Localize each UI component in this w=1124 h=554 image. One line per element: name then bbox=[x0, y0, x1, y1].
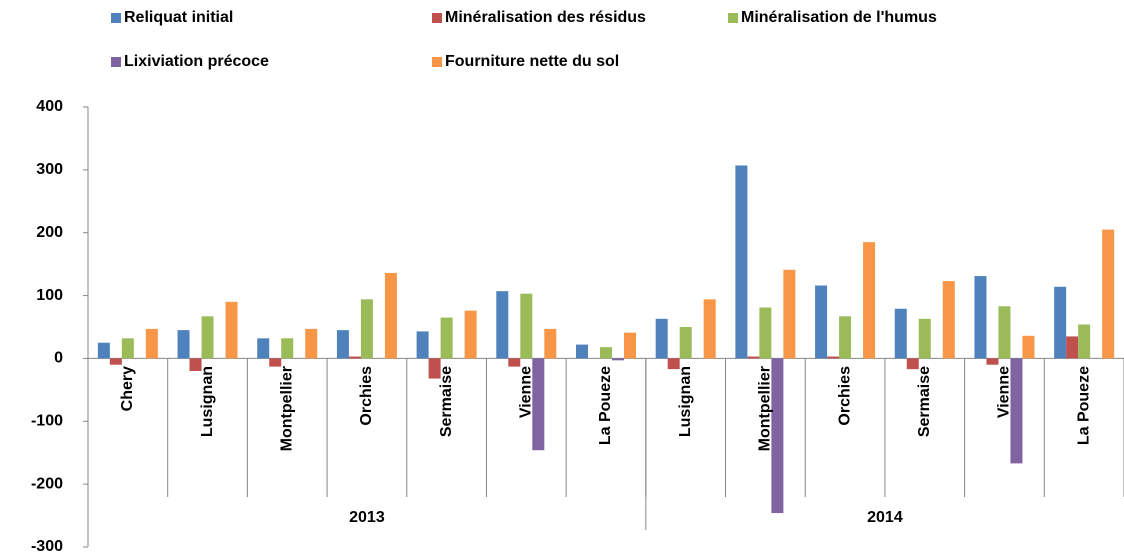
x-tick-label: Lusignan bbox=[199, 366, 216, 437]
y-tick-label: -200 bbox=[31, 475, 63, 492]
y-tick-label: 400 bbox=[36, 98, 63, 115]
x-tick-label: Orchies bbox=[836, 366, 853, 426]
bar bbox=[839, 316, 852, 359]
bar bbox=[532, 358, 545, 451]
x-tick-label: Sermaise bbox=[438, 366, 455, 437]
x-tick-label: Vienne bbox=[518, 366, 535, 418]
group-label: 2014 bbox=[867, 509, 903, 526]
legend-label: Fourniture nette du sol bbox=[445, 53, 619, 70]
bar bbox=[440, 317, 453, 359]
x-tick-label: Montpellier bbox=[278, 366, 295, 451]
bar bbox=[336, 330, 349, 359]
bar bbox=[1066, 336, 1079, 359]
bar bbox=[667, 358, 680, 370]
bar bbox=[257, 338, 270, 359]
bar bbox=[771, 358, 784, 514]
bar bbox=[496, 291, 509, 359]
y-tick-label: -100 bbox=[31, 413, 63, 430]
bar bbox=[305, 328, 318, 359]
bar bbox=[600, 347, 612, 359]
x-tick-label: Montpellier bbox=[757, 366, 774, 451]
bar bbox=[384, 272, 397, 359]
bar bbox=[189, 358, 202, 371]
bar bbox=[655, 318, 668, 359]
legend-swatch bbox=[111, 13, 121, 23]
bar bbox=[145, 328, 158, 359]
bar bbox=[759, 307, 772, 359]
group-label: 2013 bbox=[349, 509, 385, 526]
bar bbox=[576, 344, 588, 359]
bar bbox=[1102, 229, 1115, 359]
bar bbox=[679, 327, 692, 359]
bar bbox=[815, 285, 828, 359]
bar bbox=[121, 338, 134, 359]
bar bbox=[416, 331, 429, 359]
bar bbox=[1078, 324, 1091, 359]
y-tick-label: 300 bbox=[36, 161, 63, 178]
legend-swatch bbox=[728, 13, 738, 23]
y-tick-label: 200 bbox=[36, 224, 63, 241]
bar bbox=[1022, 335, 1035, 359]
x-tick-label: La Poueze bbox=[597, 366, 614, 445]
bar bbox=[544, 328, 557, 359]
bar bbox=[360, 299, 373, 359]
bar bbox=[97, 342, 110, 359]
bar bbox=[624, 332, 636, 359]
bar bbox=[827, 356, 840, 359]
bar bbox=[428, 358, 441, 379]
x-tick-label: Sermaise bbox=[916, 366, 933, 437]
x-tick-label: Vienne bbox=[996, 366, 1013, 418]
x-tick-label: Lusignan bbox=[677, 366, 694, 437]
bar bbox=[703, 299, 716, 359]
bar bbox=[986, 358, 999, 365]
bar bbox=[348, 356, 361, 359]
bar bbox=[735, 165, 748, 359]
bar bbox=[974, 276, 987, 359]
bar bbox=[998, 306, 1011, 359]
bar bbox=[906, 358, 919, 370]
legend-swatch bbox=[111, 57, 121, 67]
x-tick-label: Chery bbox=[119, 366, 136, 411]
x-tick-label: La Poueze bbox=[1075, 366, 1092, 445]
bar bbox=[201, 316, 214, 359]
legend-label: Reliquat initial bbox=[124, 9, 233, 26]
y-tick-label: -300 bbox=[31, 538, 63, 554]
bar bbox=[177, 330, 190, 359]
bar bbox=[225, 301, 238, 359]
y-tick-label: 0 bbox=[54, 350, 63, 367]
legend-label: Lixiviation précoce bbox=[124, 53, 269, 70]
legend-swatch bbox=[432, 13, 442, 23]
bar bbox=[508, 358, 521, 367]
bar bbox=[918, 318, 931, 359]
legend-label: Minéralisation des résidus bbox=[445, 9, 646, 26]
bar bbox=[612, 358, 624, 361]
bar bbox=[1054, 286, 1067, 359]
bar bbox=[863, 242, 876, 359]
bar bbox=[464, 310, 477, 359]
bar bbox=[1010, 358, 1023, 464]
bar bbox=[942, 281, 955, 359]
bar bbox=[269, 358, 282, 367]
bar bbox=[109, 358, 122, 365]
bar bbox=[281, 338, 294, 359]
legend-label: Minéralisation de l'humus bbox=[741, 9, 937, 26]
bar bbox=[520, 293, 533, 359]
x-tick-label: Orchies bbox=[358, 366, 375, 426]
bar bbox=[783, 269, 796, 359]
legend-swatch bbox=[432, 57, 442, 67]
y-tick-label: 100 bbox=[36, 287, 63, 304]
bar bbox=[747, 356, 760, 359]
bar bbox=[894, 308, 907, 359]
